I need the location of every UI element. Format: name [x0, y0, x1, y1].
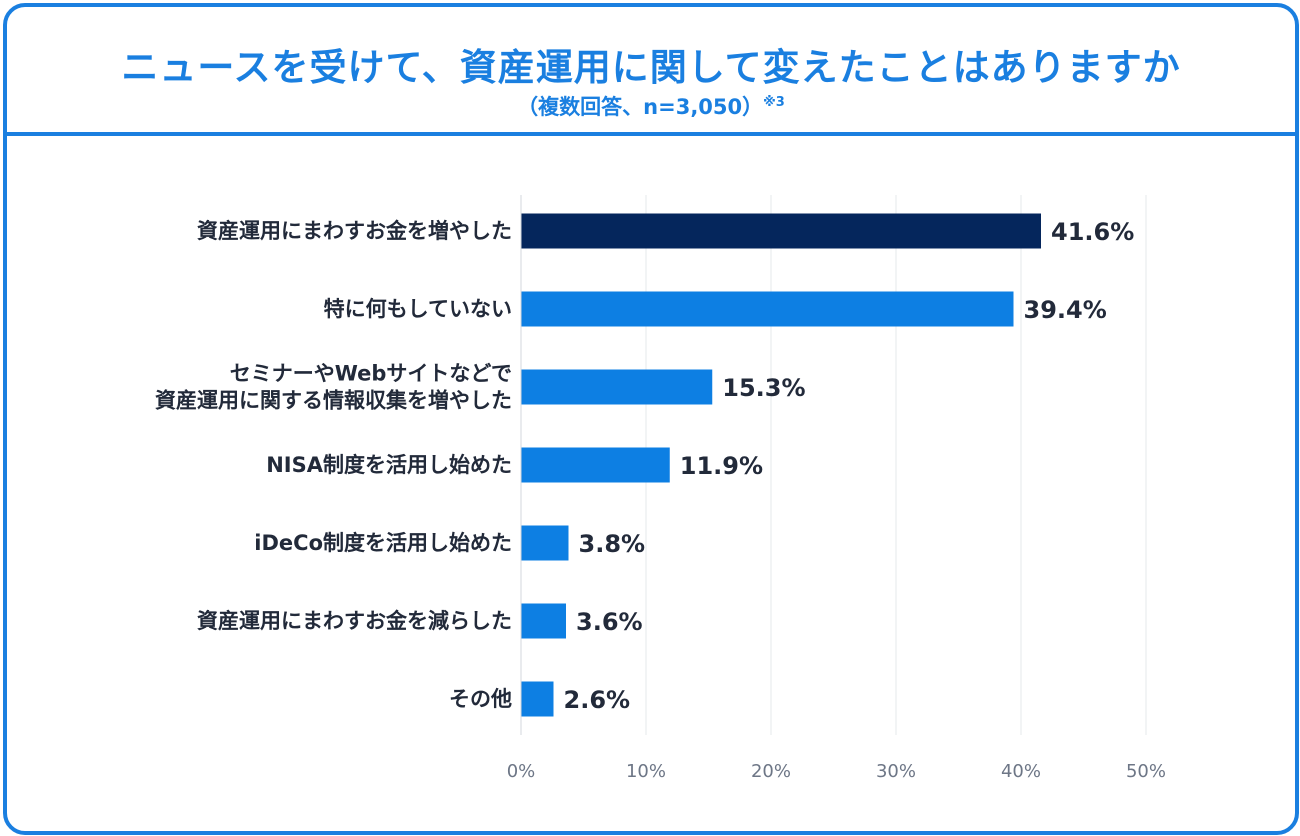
- bar: [521, 369, 713, 405]
- bar: [521, 525, 569, 561]
- data-label: 39.4%: [1024, 296, 1107, 324]
- category-label: 資産運用にまわすお金を減らした: [197, 609, 512, 633]
- bar: [521, 603, 566, 639]
- category-label: 資産運用に関する情報収集を増やした: [155, 389, 512, 413]
- x-tick-label: 40%: [1001, 761, 1041, 782]
- data-label: 2.6%: [564, 686, 631, 714]
- data-label: 41.6%: [1051, 218, 1134, 246]
- x-tick-label: 20%: [751, 761, 791, 782]
- category-label: 資産運用にまわすお金を増やした: [197, 219, 512, 243]
- chart-frame: ニュースを受けて、資産運用に関して変えたことはありますか （複数回答、n=3,0…: [3, 3, 1299, 835]
- data-label: 3.6%: [576, 608, 643, 636]
- x-tick-label: 50%: [1126, 761, 1166, 782]
- bar: [521, 291, 1014, 327]
- bar-chart: 0% 10% 20% 30% 40% 50% 41.6% 資産運用にまわすお金を増やした 39.…: [155, 195, 1166, 782]
- chart-footnote-mark: ※3: [763, 95, 785, 110]
- category-label: 特に何もしていない: [324, 297, 512, 321]
- x-tick-label: 30%: [876, 761, 916, 782]
- x-tick-label: 0%: [507, 761, 536, 782]
- category-label: セミナーやWebサイトなどで: [230, 362, 512, 386]
- chart-subtitle: （複数回答、n=3,050）※3: [7, 91, 1295, 121]
- chart-subtitle-text: （複数回答、n=3,050）: [517, 95, 764, 119]
- data-label: 3.8%: [579, 530, 646, 558]
- data-label: 11.9%: [680, 452, 763, 480]
- data-label: 15.3%: [722, 374, 805, 402]
- category-label: その他: [449, 687, 512, 711]
- category-label: iDeCo制度を活用し始めた: [254, 531, 512, 555]
- bar: [521, 681, 554, 717]
- bar: [521, 447, 670, 483]
- chart-header: ニュースを受けて、資産運用に関して変えたことはありますか （複数回答、n=3,0…: [7, 7, 1295, 136]
- category-label: NISA制度を活用し始めた: [266, 453, 512, 477]
- x-tick-label: 10%: [626, 761, 666, 782]
- bar: [521, 213, 1041, 249]
- chart-title: ニュースを受けて、資産運用に関して変えたことはありますか: [121, 46, 1181, 89]
